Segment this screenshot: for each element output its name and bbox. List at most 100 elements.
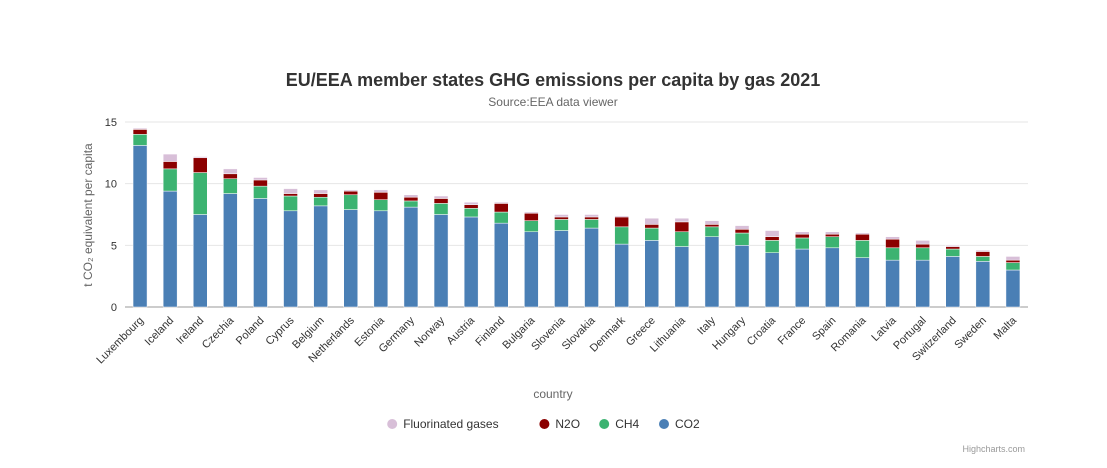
x-tick-label: Italy — [695, 314, 718, 337]
bar-n2o — [373, 192, 389, 200]
bar-co2 — [162, 190, 178, 308]
bar-fluorinated-gases — [283, 188, 298, 194]
bar-co2 — [885, 259, 900, 308]
bar-ch4 — [223, 178, 238, 194]
bar-fluorinated-gases — [433, 195, 449, 199]
bar-n2o — [554, 216, 569, 220]
bar-fluorinated-gases — [313, 189, 328, 194]
bar-co2 — [825, 247, 840, 308]
bar-ch4 — [554, 219, 569, 231]
bar-fluorinated-gases — [674, 217, 690, 223]
bar-ch4 — [915, 247, 930, 261]
bar-n2o — [193, 157, 208, 173]
x-tick-label: Malta — [992, 314, 1020, 342]
bar-ch4 — [614, 226, 629, 245]
bar-n2o — [253, 179, 268, 187]
legend-marker — [659, 419, 669, 429]
x-tick-label: Poland — [234, 315, 267, 348]
y-tick-label: 15 — [105, 117, 117, 129]
bar-ch4 — [494, 211, 509, 224]
bar-ch4 — [193, 172, 208, 215]
bar-fluorinated-gases — [734, 225, 750, 230]
bar-ch4 — [343, 194, 358, 210]
bar-ch4 — [674, 231, 690, 247]
y-tick-label: 0 — [111, 302, 117, 314]
bar-fluorinated-gases — [764, 230, 780, 237]
bar-ch4 — [373, 199, 389, 212]
bar-fluorinated-gases — [975, 250, 991, 252]
bar-n2o — [644, 224, 659, 229]
bar-ch4 — [313, 196, 328, 207]
bar-n2o — [313, 193, 328, 198]
x-tick-label: Iceland — [143, 315, 177, 349]
legend-label: CO2 — [675, 417, 700, 431]
bar-n2o — [223, 173, 238, 179]
bar-n2o — [915, 243, 930, 249]
bar-fluorinated-gases — [945, 245, 960, 247]
bar-fluorinated-gases — [584, 214, 599, 218]
bar-ch4 — [1005, 262, 1021, 271]
bar-co2 — [644, 240, 659, 308]
bar-co2 — [283, 210, 298, 308]
bar-n2o — [614, 216, 629, 228]
bar-n2o — [764, 236, 780, 241]
bar-co2 — [132, 145, 148, 308]
legend-label: N2O — [555, 417, 580, 431]
bar-n2o — [524, 213, 539, 221]
bar-co2 — [223, 193, 238, 308]
bar-ch4 — [283, 195, 298, 212]
bar-ch4 — [403, 200, 419, 208]
bar-fluorinated-gases — [795, 231, 810, 235]
bar-ch4 — [764, 240, 780, 253]
chart-subtitle: Source:EEA data viewer — [488, 95, 617, 109]
bar-n2o — [975, 251, 991, 257]
bar-co2 — [524, 231, 539, 308]
bar-co2 — [795, 248, 810, 308]
legend-marker — [387, 419, 398, 429]
bar-co2 — [373, 210, 389, 308]
x-tick-label: Hungary — [710, 314, 748, 352]
x-axis-ticks: LuxembourgIcelandIrelandCzechiaPolandCyp… — [94, 314, 1019, 366]
bar-fluorinated-gases — [855, 232, 870, 235]
bar-co2 — [674, 246, 690, 308]
legend: Fluorinated gases N2O CH4 CO2 — [387, 417, 700, 431]
x-tick-label: Spain — [810, 315, 838, 343]
legend-marker — [539, 419, 550, 429]
bar-fluorinated-gases — [253, 177, 268, 181]
bar-fluorinated-gases — [704, 220, 720, 225]
bar-co2 — [734, 245, 750, 308]
bar-co2 — [614, 243, 629, 308]
y-tick-label: 5 — [111, 240, 117, 252]
bar-fluorinated-gases — [343, 189, 358, 192]
bar-n2o — [674, 221, 690, 233]
bar-n2o — [343, 190, 358, 196]
bar-co2 — [915, 259, 930, 308]
bar-n2o — [945, 246, 960, 250]
bar-n2o — [463, 204, 479, 209]
bar-co2 — [584, 227, 599, 308]
bar-fluorinated-gases — [223, 168, 238, 175]
bar-fluorinated-gases — [1005, 256, 1021, 261]
bar-n2o — [885, 238, 900, 249]
bar-co2 — [433, 214, 449, 308]
credits-link[interactable]: Highcharts.com — [962, 444, 1025, 454]
bar-ch4 — [162, 168, 178, 192]
bar-fluorinated-gases — [524, 211, 539, 214]
bar-n2o — [283, 193, 298, 197]
bar-n2o — [584, 216, 599, 220]
bar-fluorinated-gases — [403, 194, 419, 198]
bar-ch4 — [945, 248, 960, 257]
bar-ch4 — [132, 134, 148, 146]
bar-ch4 — [584, 219, 599, 229]
bar-n2o — [1005, 259, 1021, 263]
y-axis-title: t CO₂ equivalent per capita — [81, 143, 95, 287]
bar-fluorinated-gases — [644, 217, 659, 225]
bar-n2o — [825, 233, 840, 237]
bar-fluorinated-gases — [463, 201, 479, 205]
x-tick-label: France — [776, 315, 809, 348]
bar-ch4 — [704, 226, 720, 237]
bar-fluorinated-gases — [373, 189, 389, 193]
bars-layer — [132, 127, 1021, 308]
bar-ch4 — [975, 256, 991, 262]
